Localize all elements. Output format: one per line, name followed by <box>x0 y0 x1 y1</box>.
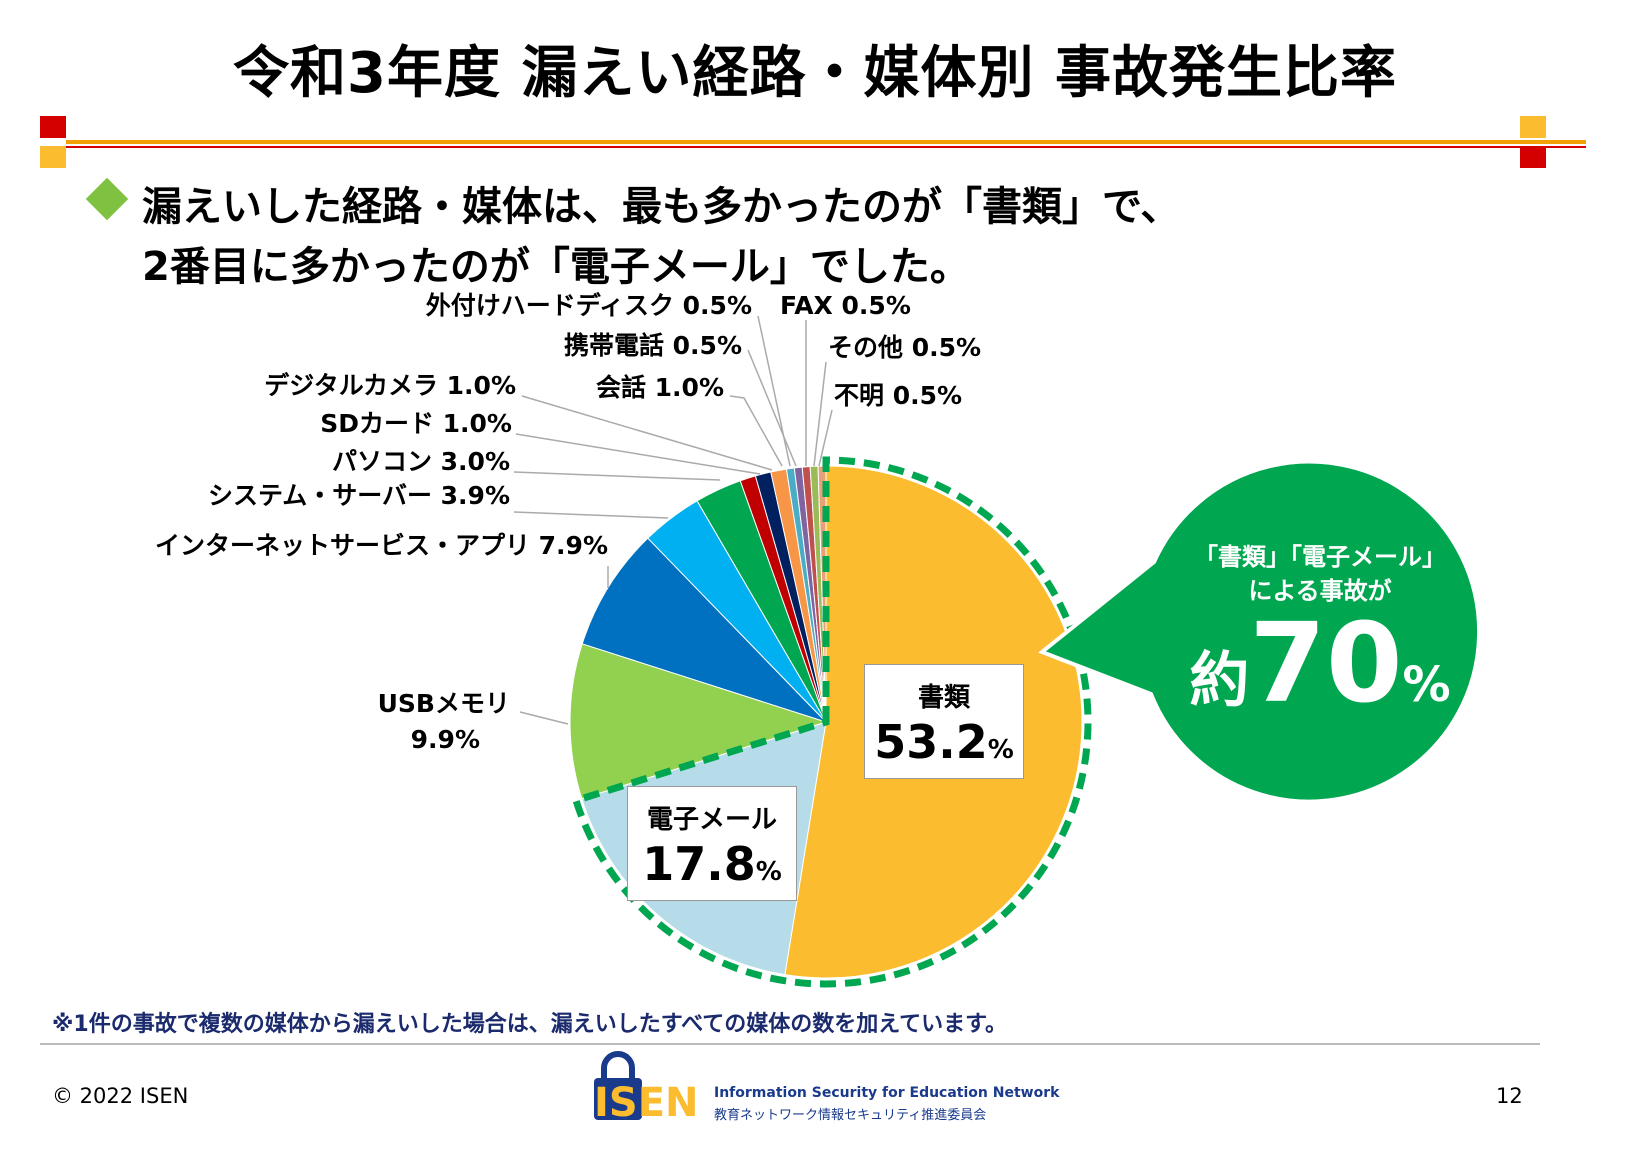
highlight-box-documents-unit: % <box>987 735 1014 765</box>
highlight-box-email: 電子メール 17.8% <box>627 786 797 901</box>
callout-value: 70 <box>1249 599 1403 727</box>
page-title: 令和3年度 漏えい経路・媒体別 事故発生比率 <box>233 41 1397 106</box>
leader-pc <box>513 471 721 481</box>
highlight-dashed-outline <box>571 456 1092 988</box>
corner-square-red-tl <box>40 116 66 138</box>
logo-subtitle-en: Information Security for Education Netwo… <box>714 1085 1060 1101</box>
label-external-hdd: 外付けハードディスク 0.5% <box>426 291 752 320</box>
logo-subtitle-ja: 教育ネットワーク情報セキュリティ推進委員会 <box>714 1108 987 1123</box>
copyright: © 2022 ISEN <box>52 1084 189 1108</box>
label-other: その他 0.5% <box>828 333 981 362</box>
label-camera: デジタルカメラ 1.0% <box>264 371 516 400</box>
corner-square-orange-tr <box>1520 116 1546 138</box>
corner-square-orange-tl <box>40 146 66 168</box>
callout-prefix: 約 <box>1189 646 1250 716</box>
footnote: ※1件の事故で複数の媒体から漏えいした場合は、漏えいしたすべての媒体の数を加えて… <box>52 1012 1007 1037</box>
label-internet: インターネットサービス・アプリ 7.9% <box>155 531 608 560</box>
headline-line-2: 2番目に多かったのが「電子メール」でした。 <box>142 244 970 290</box>
callout-line-2: による事故が <box>1248 577 1392 605</box>
isen-logo: ISEN <box>594 1051 699 1126</box>
callout-line-1: 「書類」「電子メール」 <box>1194 543 1446 571</box>
headline-line-1: 漏えいした経路・媒体は、最も多かったのが「書類」で、 <box>142 184 1181 230</box>
highlight-box-documents: 書類 53.2% <box>864 664 1024 779</box>
highlight-box-documents-value: 53.2 <box>874 715 988 769</box>
leader-lines <box>513 315 833 725</box>
header-rule-red <box>66 146 1586 148</box>
label-sdcard: SDカード 1.0% <box>320 409 512 438</box>
highlight-box-documents-label: 書類 <box>917 683 970 713</box>
leader-mobile <box>747 349 797 467</box>
leader-system <box>513 511 669 519</box>
leader-sdcard <box>515 433 761 475</box>
label-system: システム・サーバー 3.9% <box>208 481 510 510</box>
callout-unit: % <box>1402 657 1451 713</box>
pie-slice-2 <box>569 643 828 800</box>
leader-usb <box>519 711 569 725</box>
leader-external-hdd <box>757 315 791 467</box>
label-fax: FAX 0.5% <box>780 291 911 320</box>
callout-bubble <box>1038 459 1482 804</box>
label-pc: パソコン 3.0% <box>332 447 510 476</box>
highlight-box-email-unit: % <box>755 857 782 887</box>
highlight-box-email-label: 電子メール <box>646 805 777 835</box>
leader-conversation <box>729 395 783 467</box>
page-number: 12 <box>1496 1084 1523 1108</box>
leader-unknown <box>818 409 833 467</box>
label-mobile: 携帯電話 0.5% <box>564 331 742 360</box>
label-usb: USBメモリ <box>378 689 510 718</box>
label-conversation: 会話 1.0% <box>596 373 724 402</box>
leader-camera <box>521 395 773 471</box>
logo-mark: ISEN <box>594 1080 699 1126</box>
footer-rule <box>40 1043 1540 1045</box>
label-unknown: 不明 0.5% <box>834 381 962 410</box>
callout-text: 「書類」「電子メール」 による事故が 約70% <box>1140 540 1500 740</box>
corner-square-red-tr <box>1520 146 1546 168</box>
highlight-box-email-value: 17.8 <box>642 837 756 891</box>
leader-other <box>813 361 827 467</box>
header-rule-orange <box>66 140 1586 144</box>
label-usb-value: 9.9% <box>411 725 480 754</box>
